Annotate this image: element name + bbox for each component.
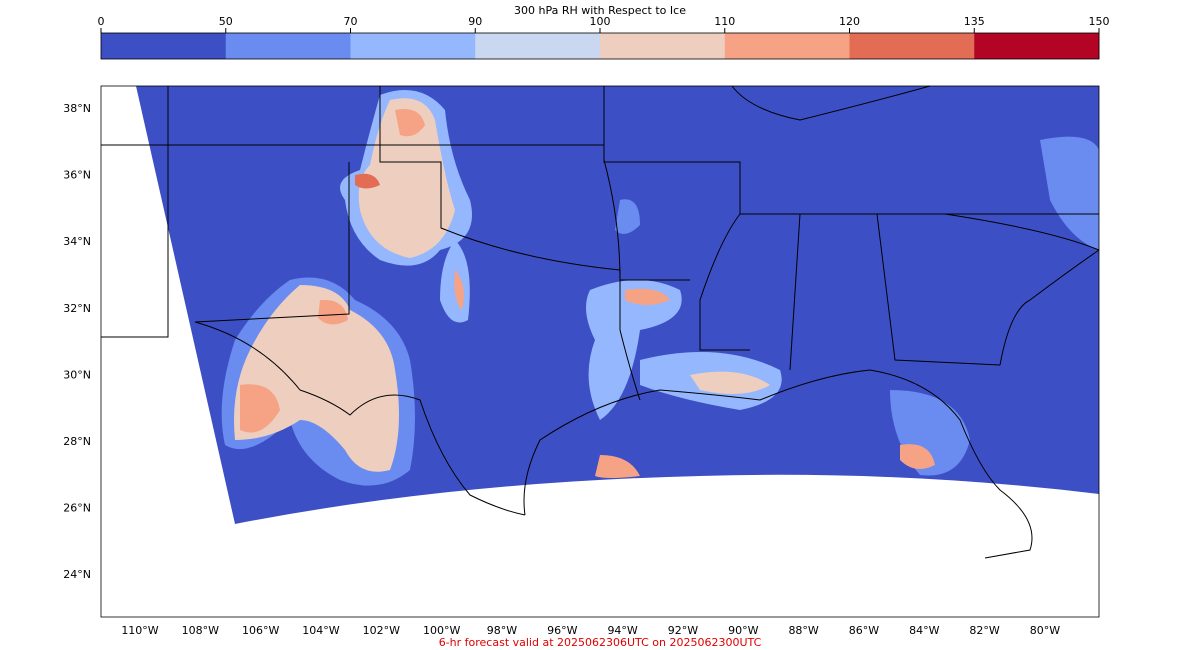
colorbar-tick-label: 110 [714,15,735,28]
lon-label: 102°W [363,624,400,637]
lat-label: 38°N [63,102,91,115]
lat-label: 26°N [63,502,91,515]
map-frame [100,85,1100,618]
lat-label: 34°N [63,235,91,248]
lon-label: 92°W [668,624,698,637]
lon-label: 104°W [302,624,339,637]
boundaries [101,85,1100,559]
colorbar: 0 50 70 90 100 110 120 135 150 [98,15,1110,59]
colorbar-tick-label: 100 [590,15,611,28]
colorbar-tick-label: 150 [1089,15,1110,28]
lat-label: 36°N [63,169,91,182]
colorbar-tick-label: 120 [839,15,860,28]
map [100,85,1100,618]
lon-label: 84°W [909,624,939,637]
lat-label: 30°N [63,368,91,381]
lat-label: 28°N [63,435,91,448]
lon-label: 94°W [607,624,637,637]
lat-label: 24°N [63,568,91,581]
lon-label: 98°W [487,624,517,637]
colorbar-segment [974,33,1100,59]
lon-label: 110°W [121,624,158,637]
lon-label: 88°W [788,624,818,637]
lon-label: 82°W [969,624,999,637]
colorbar-segment [350,33,476,59]
footer: 6-hr forecast valid at 2025062306UTC on … [439,636,762,649]
colorbar-segment [101,33,227,59]
axis-labels: 38°N 36°N 34°N 32°N 30°N 28°N 26°N 24°N 110°W 108… [63,102,1060,637]
colorbar-segment [600,33,726,59]
colorbar-tick-label: 70 [344,15,358,28]
colorbar-segment [849,33,975,59]
colorbar-segment [475,33,601,59]
lon-label: 108°W [182,624,219,637]
lon-label: 80°W [1030,624,1060,637]
colorbar-segment [225,33,351,59]
colorbar-tick-label: 50 [219,15,233,28]
lon-label: 86°W [849,624,879,637]
colorbar-frame [100,32,1100,60]
moisture-field [221,90,1099,486]
colorbar-segment [724,33,850,59]
colorbar-title: 300 hPa RH with Respect to Ice [514,4,686,17]
lon-label: 106°W [242,624,279,637]
lon-label: 96°W [547,624,577,637]
colorbar-tick-label: 90 [468,15,482,28]
colorbar-tick-label: 135 [964,15,985,28]
colorbar-tick-label: 0 [98,15,105,28]
lon-label: 100°W [423,624,460,637]
lon-label: 90°W [728,624,758,637]
lat-label: 32°N [63,302,91,315]
